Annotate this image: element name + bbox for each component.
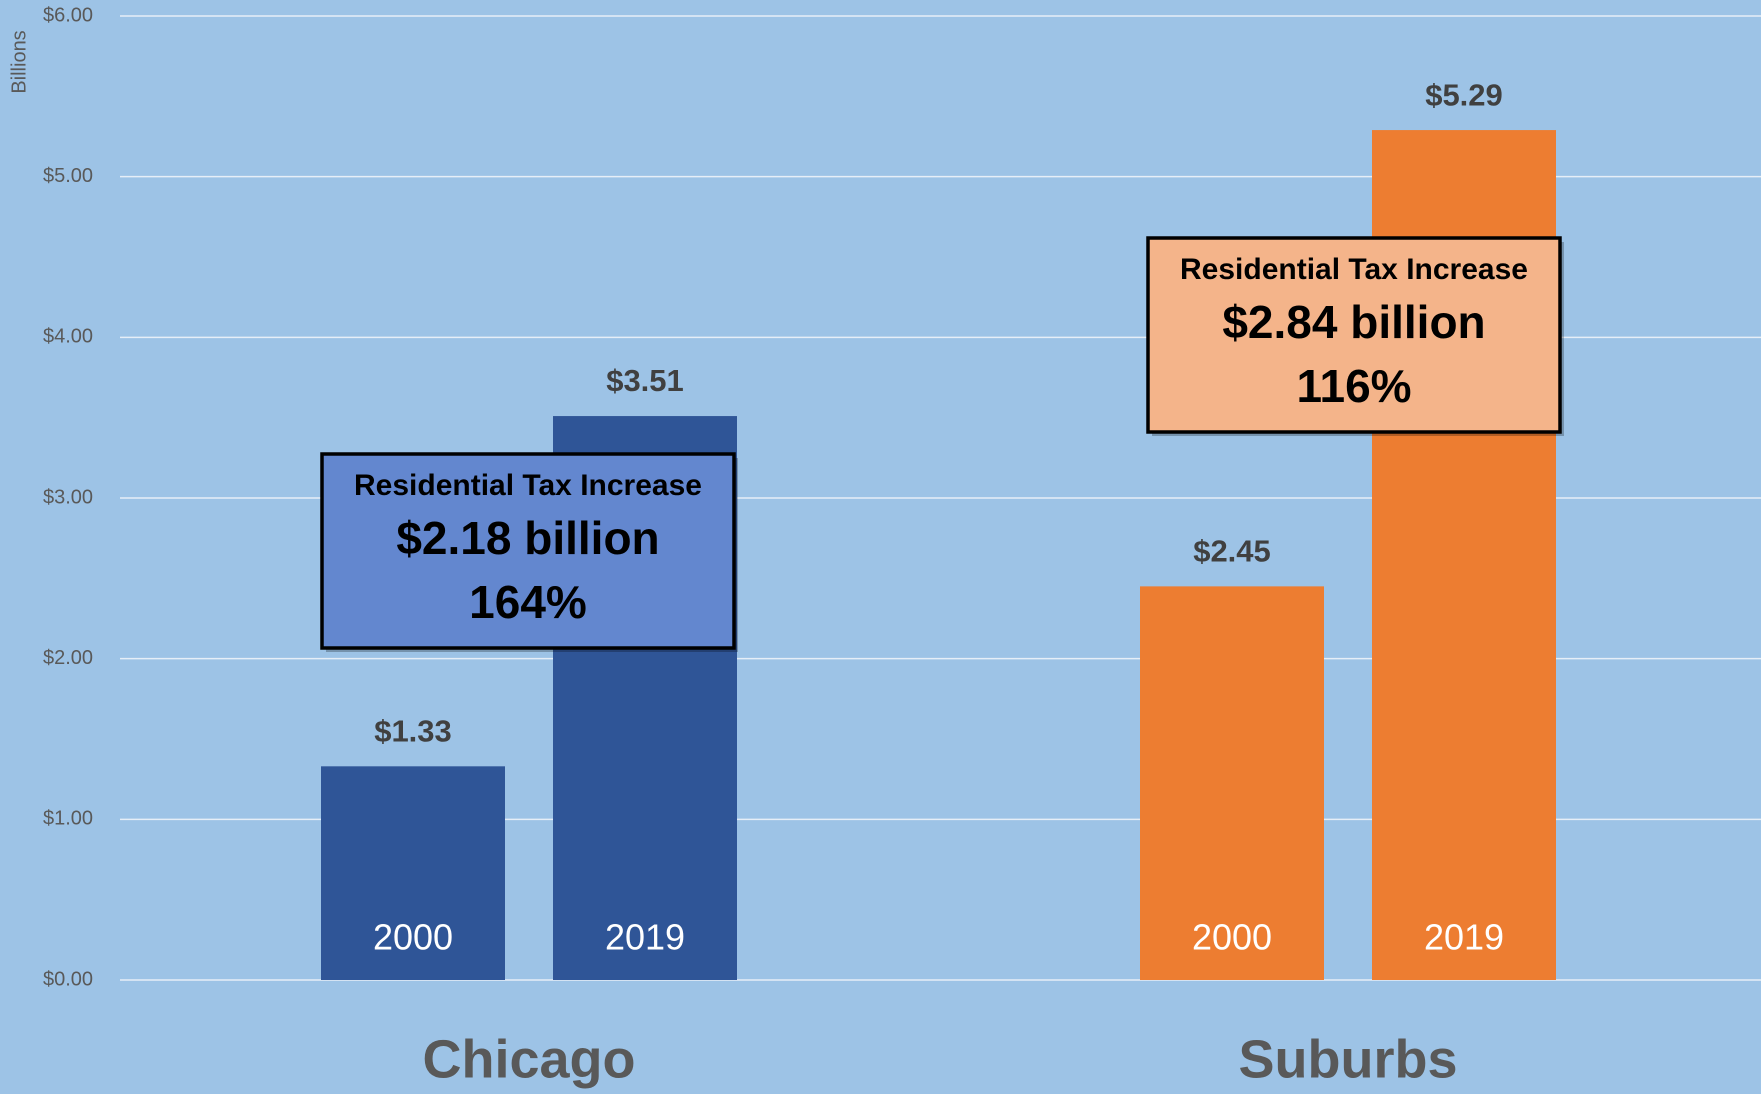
annotation-box xyxy=(320,452,736,650)
annotation-percent: 116% xyxy=(1296,360,1411,412)
y-tick-label: $3.00 xyxy=(43,486,93,508)
bar-year-label: 2000 xyxy=(373,917,453,958)
bar xyxy=(1140,586,1324,980)
annotation-title: Residential Tax Increase xyxy=(1180,253,1528,286)
y-tick-label: $2.00 xyxy=(43,647,93,669)
value-label: $2.45 xyxy=(1193,534,1271,569)
bar xyxy=(321,766,505,980)
y-tick-label: $6.00 xyxy=(43,4,93,26)
annotation-amount: $2.18 billion xyxy=(396,512,659,564)
value-label: $3.51 xyxy=(606,363,684,398)
annotation-title: Residential Tax Increase xyxy=(354,469,702,502)
y-axis-label: Billions xyxy=(8,30,30,93)
bar-year-label: 2019 xyxy=(1424,917,1504,958)
y-tick-label: $0.00 xyxy=(43,968,93,990)
x-tick-label: Suburbs xyxy=(1238,1029,1457,1089)
annotation-percent: 164% xyxy=(469,576,587,628)
annotation-box xyxy=(1146,236,1562,434)
bar-year-label: 2019 xyxy=(605,917,685,958)
y-tick-label: $5.00 xyxy=(43,165,93,187)
y-tick-label: $4.00 xyxy=(43,326,93,348)
annotation-amount: $2.84 billion xyxy=(1222,296,1485,348)
value-label: $1.33 xyxy=(374,714,452,749)
bar-year-label: 2000 xyxy=(1192,917,1272,958)
value-label: $5.29 xyxy=(1425,77,1503,112)
y-tick-label: $1.00 xyxy=(43,808,93,830)
x-tick-label: Chicago xyxy=(422,1029,635,1089)
